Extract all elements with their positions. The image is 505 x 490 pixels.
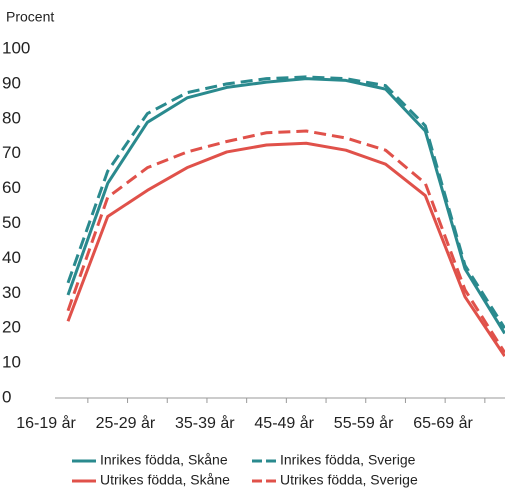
y-tick-label: 0: [2, 387, 11, 406]
y-tick-label: 90: [2, 73, 21, 92]
x-tick-label: 45-49 år: [254, 414, 314, 432]
line: [66, 141, 505, 357]
y-tick-label: 30: [2, 283, 21, 302]
line: [66, 77, 505, 335]
y-tick-label: 80: [2, 108, 21, 127]
line: [66, 75, 505, 330]
x-tick-label: 55-59 år: [334, 414, 394, 432]
legend-label: Inrikes födda, Skåne: [100, 452, 228, 468]
y-axis-label: Procent: [6, 9, 54, 25]
x-tick-label: 35-39 år: [175, 414, 235, 432]
line: [66, 129, 505, 354]
x-tick-label: 65-69 år: [413, 414, 473, 432]
legend-label: Utrikes födda, Skåne: [100, 472, 230, 488]
y-tick-label: 10: [2, 353, 21, 372]
y-tick-label: 40: [2, 248, 21, 267]
legend-label: Utrikes födda, Sverige: [280, 472, 418, 488]
legend-label: Inrikes födda, Sverige: [280, 452, 416, 468]
y-tick-label: 50: [2, 213, 21, 232]
y-tick-label: 100: [2, 38, 30, 57]
y-tick-label: 60: [2, 178, 21, 197]
x-tick-label: 16-19 år: [16, 414, 76, 432]
y-tick-label: 70: [2, 143, 21, 162]
y-tick-label: 20: [2, 318, 21, 337]
x-tick-label: 25-29 år: [96, 414, 156, 432]
